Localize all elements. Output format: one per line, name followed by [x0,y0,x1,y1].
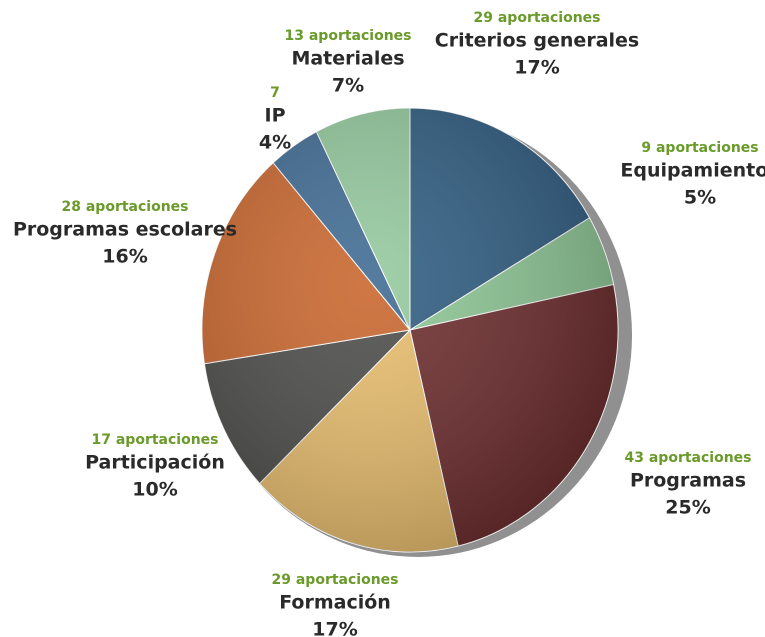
category-label: IP [265,105,286,127]
percent-label: 5% [684,187,716,209]
value-label: 9 aportaciones [641,140,758,156]
percent-label: 10% [132,479,177,501]
percent-label: 17% [312,619,357,637]
value-label: 13 aportaciones [285,28,412,44]
pie [201,107,619,553]
value-label: 29 aportaciones [272,572,399,588]
category-label: Programas [630,470,746,492]
category-label: Formación [279,592,391,614]
category-label: Equipamientos [620,160,765,182]
percent-label: 4% [259,132,291,154]
value-label: 17 aportaciones [92,432,219,448]
percent-label: 25% [665,497,710,519]
category-label: Materiales [291,48,404,70]
percent-label: 17% [514,57,559,79]
category-label: Criterios generales [435,30,639,52]
category-label: Programas escolares [13,219,237,241]
percent-label: 16% [102,246,147,268]
value-label: 7 [270,85,280,101]
labels: 29 aportaciones Criterios generales 17% 9 a… [13,10,765,637]
percent-label: 7% [332,75,364,97]
category-label: Participación [85,452,225,474]
value-label: 28 aportaciones [62,199,189,215]
value-label: 43 aportaciones [625,450,752,466]
value-label: 29 aportaciones [474,10,601,26]
